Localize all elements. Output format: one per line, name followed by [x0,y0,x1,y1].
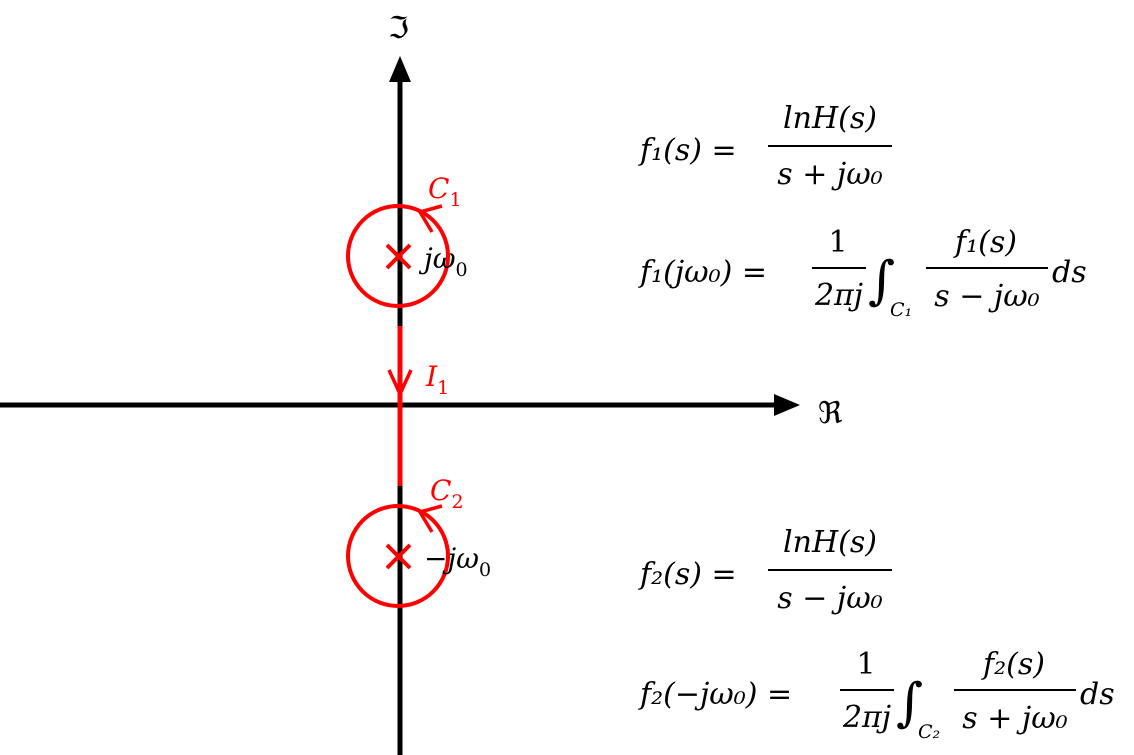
eq2-integral-sign: ∫ [868,251,895,311]
eq2-coef-num: 1 [828,225,847,260]
c1-label: C1 [428,172,462,211]
eq4-lhs: f₂(−jω₀) = [638,677,792,712]
c2-arrowhead [417,504,443,533]
eq4-numerator: f₂(s) [981,647,1045,682]
eq2-denominator: s − jω₀ [934,279,1039,314]
eq2-integral-sub: C₁ [890,299,912,321]
pole-lower-label: −jω0 [424,542,491,581]
equation-f2-integral: f₂(−jω₀) = 1 2πj ∫ C₂ f₂(s) s + jω₀ ds [638,647,1115,743]
pole-upper-cross-b [385,243,412,270]
eq4-coef-den: 2πj [842,700,891,735]
eq1-denominator: s + jω₀ [777,157,882,192]
eq3-numerator: lnH(s) [783,525,877,560]
c2-label: C2 [430,474,464,513]
c1-arrowhead [417,204,443,233]
i1-arrowhead [387,369,413,399]
equation-f1-integral: f₁(jω₀) = 1 2πj ∫ C₁ f₁(s) s − jω₀ ds [638,225,1087,321]
eq2-numerator: f₁(s) [953,225,1017,260]
eq2-lhs: f₁(jω₀) = [638,255,767,290]
eq2-coef-den: 2πj [814,278,863,313]
contour-c1 [346,204,450,308]
eq4-coef-num: 1 [856,647,875,682]
imag-axis-label: ℑ [388,11,409,46]
contour-c2 [346,504,450,608]
equation-f2-definition: f₂(s) = lnH(s) s − jω₀ [638,525,892,616]
equation-f1-definition: f₁(s) = lnH(s) s + jω₀ [638,101,892,192]
eq4-integral-sign: ∫ [896,673,923,733]
pole-lower-cross-b [385,543,412,570]
real-axis-arrowhead [774,394,800,416]
eq3-lhs: f₂(s) = [638,557,737,592]
eq3-denominator: s − jω₀ [777,581,882,616]
eq4-denominator: s + jω₀ [962,701,1067,736]
i1-label: I1 [425,360,449,399]
eq4-tail: ds [1080,677,1115,712]
real-axis-label: ℜ [818,396,843,431]
imag-axis-arrowhead [389,56,411,82]
eq1-lhs: f₁(s) = [638,133,737,168]
eq1-numerator: lnH(s) [783,101,877,136]
eq4-integral-sub: C₂ [918,721,940,743]
eq2-tail: ds [1052,255,1087,290]
